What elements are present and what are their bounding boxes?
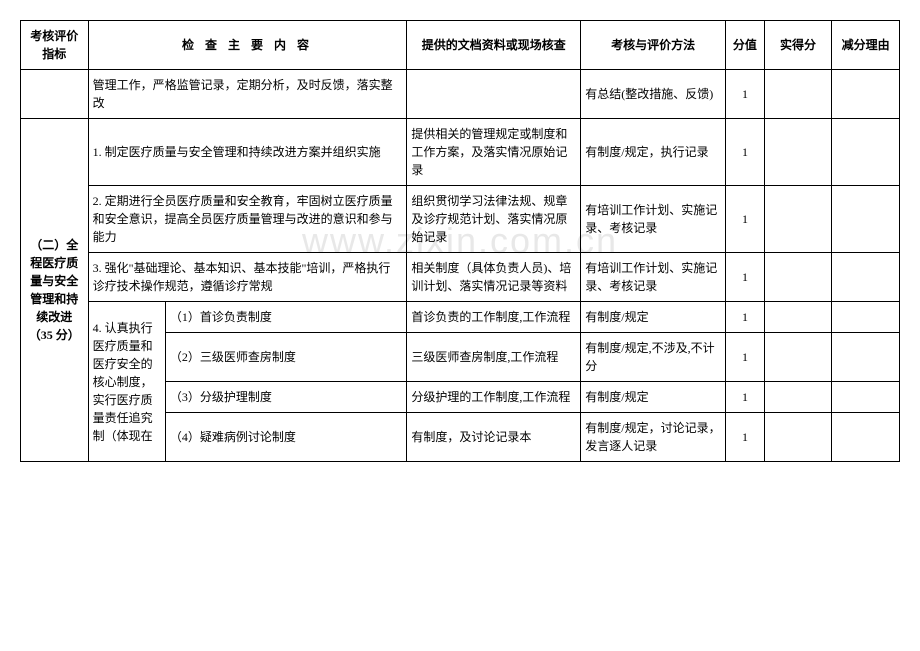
section-indicator: （二）全程医疗质量与安全管理和持续改进（35 分） bbox=[21, 119, 89, 462]
cell-score: 1 bbox=[726, 302, 765, 333]
table-row: 3. 强化"基础理论、基本知识、基本技能"培训，严格执行诊疗技术操作规范，遵循诊… bbox=[21, 253, 900, 302]
table-row: 管理工作，严格监管记录，定期分析，及时反馈，落实整改 有总结(整改措施、反馈) … bbox=[21, 70, 900, 119]
cell-content: （1）首诊负责制度 bbox=[165, 302, 407, 333]
cell-reason bbox=[832, 333, 900, 382]
cell-docs: 提供相关的管理规定或制度和工作方案，及落实情况原始记录 bbox=[407, 119, 581, 186]
cell-method: 有制度/规定 bbox=[581, 302, 726, 333]
header-docs: 提供的文档资料或现场核查 bbox=[407, 21, 581, 70]
cell-reason bbox=[832, 413, 900, 462]
cell-docs: 首诊负责的工作制度,工作流程 bbox=[407, 302, 581, 333]
cell-actual bbox=[764, 70, 832, 119]
cell-score: 1 bbox=[726, 186, 765, 253]
cell-actual bbox=[764, 186, 832, 253]
cell-reason bbox=[832, 186, 900, 253]
cell-method: 有制度/规定,不涉及,不计分 bbox=[581, 333, 726, 382]
cell-score: 1 bbox=[726, 70, 765, 119]
cell-score: 1 bbox=[726, 413, 765, 462]
cell-method: 有培训工作计划、实施记录、考核记录 bbox=[581, 253, 726, 302]
cell-method: 有制度/规定，执行记录 bbox=[581, 119, 726, 186]
cell-score: 1 bbox=[726, 119, 765, 186]
cell-docs: 三级医师查房制度,工作流程 bbox=[407, 333, 581, 382]
cell-docs: 相关制度（具体负责人员)、培训计划、落实情况记录等资料 bbox=[407, 253, 581, 302]
header-actual: 实得分 bbox=[764, 21, 832, 70]
header-reason: 减分理由 bbox=[832, 21, 900, 70]
header-score: 分值 bbox=[726, 21, 765, 70]
cell-reason bbox=[832, 119, 900, 186]
cell-actual bbox=[764, 302, 832, 333]
table-row: 2. 定期进行全员医疗质量和安全教育，牢固树立医疗质量和安全意识，提高全员医疗质… bbox=[21, 186, 900, 253]
cell-content: 3. 强化"基础理论、基本知识、基本技能"培训，严格执行诊疗技术操作规范，遵循诊… bbox=[88, 253, 407, 302]
table-row: 4. 认真执行医疗质量和医疗安全的核心制度，实行医疗质量责任追究制（体现在 （1… bbox=[21, 302, 900, 333]
cell-reason bbox=[832, 70, 900, 119]
cell-method: 有制度/规定，讨论记录，发言逐人记录 bbox=[581, 413, 726, 462]
cell-content: （2）三级医师查房制度 bbox=[165, 333, 407, 382]
cell-docs: 有制度，及讨论记录本 bbox=[407, 413, 581, 462]
cell-actual bbox=[764, 119, 832, 186]
cell-content: 1. 制定医疗质量与安全管理和持续改进方案并组织实施 bbox=[88, 119, 407, 186]
cell-content: （3）分级护理制度 bbox=[165, 382, 407, 413]
header-content: 检 查 主 要 内 容 bbox=[88, 21, 407, 70]
cell-content: （4）疑难病例讨论制度 bbox=[165, 413, 407, 462]
cell-score: 1 bbox=[726, 253, 765, 302]
cell-method: 有总结(整改措施、反馈) bbox=[581, 70, 726, 119]
cell-method: 有制度/规定 bbox=[581, 382, 726, 413]
assessment-table: 考核评价指标 检 查 主 要 内 容 提供的文档资料或现场核查 考核与评价方法 … bbox=[20, 20, 900, 462]
cell-reason bbox=[832, 302, 900, 333]
cell-docs: 组织贯彻学习法律法规、规章及诊疗规范计划、落实情况原始记录 bbox=[407, 186, 581, 253]
cell-actual bbox=[764, 413, 832, 462]
cell-reason bbox=[832, 382, 900, 413]
cell-docs bbox=[407, 70, 581, 119]
cell-content: 2. 定期进行全员医疗质量和安全教育，牢固树立医疗质量和安全意识，提高全员医疗质… bbox=[88, 186, 407, 253]
cell-score: 1 bbox=[726, 333, 765, 382]
header-indicator: 考核评价指标 bbox=[21, 21, 89, 70]
subsection-label: 4. 认真执行医疗质量和医疗安全的核心制度，实行医疗质量责任追究制（体现在 bbox=[88, 302, 165, 462]
cell-indicator-empty bbox=[21, 70, 89, 119]
header-method: 考核与评价方法 bbox=[581, 21, 726, 70]
cell-reason bbox=[832, 253, 900, 302]
cell-actual bbox=[764, 253, 832, 302]
cell-docs: 分级护理的工作制度,工作流程 bbox=[407, 382, 581, 413]
cell-actual bbox=[764, 333, 832, 382]
table-row: （二）全程医疗质量与安全管理和持续改进（35 分） 1. 制定医疗质量与安全管理… bbox=[21, 119, 900, 186]
cell-method: 有培训工作计划、实施记录、考核记录 bbox=[581, 186, 726, 253]
cell-score: 1 bbox=[726, 382, 765, 413]
cell-actual bbox=[764, 382, 832, 413]
header-row: 考核评价指标 检 查 主 要 内 容 提供的文档资料或现场核查 考核与评价方法 … bbox=[21, 21, 900, 70]
cell-content: 管理工作，严格监管记录，定期分析，及时反馈，落实整改 bbox=[88, 70, 407, 119]
